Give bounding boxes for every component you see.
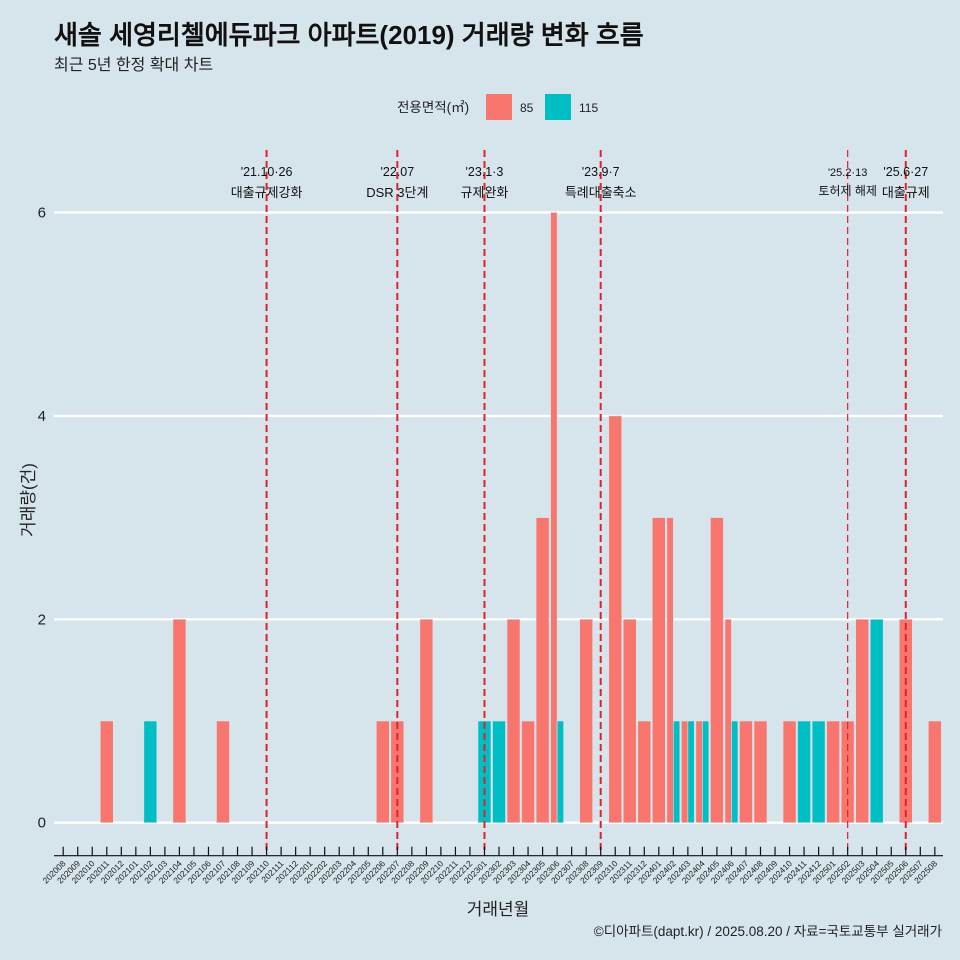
bar-85-202308 — [579, 618, 593, 823]
legend-label-85: 85 — [520, 101, 534, 115]
bar-115-202504 — [869, 618, 884, 823]
legend-label-115: 115 — [579, 101, 598, 115]
bar-85-202310 — [608, 415, 623, 823]
bar-85-202407 — [739, 720, 753, 823]
bars — [99, 212, 942, 824]
bar-85-202501 — [826, 720, 840, 823]
legend-swatch-115 — [545, 94, 571, 120]
bar-85-202304 — [521, 720, 535, 823]
bar-85-202401 — [652, 517, 666, 823]
bar-85-202303 — [506, 618, 521, 823]
bar-85-202209 — [419, 618, 434, 823]
y-tick-label: 2 — [38, 611, 46, 628]
annotation-label: 대출규제 — [882, 185, 930, 200]
annotation-date: '25.6·27 — [883, 165, 928, 179]
bar-85-202104 — [172, 618, 187, 823]
annotation-label: 토허제 해제 — [818, 184, 877, 198]
bar-85-202406 — [724, 618, 732, 823]
bar-115-202406 — [731, 720, 739, 823]
annotation-date: '23.1·3 — [466, 165, 504, 179]
bar-115-202102 — [143, 720, 158, 823]
y-tick-label: 6 — [38, 205, 46, 222]
y-tick-label: 0 — [38, 815, 46, 832]
annotation-date: '21.10·26 — [241, 165, 293, 179]
bar-85-202410 — [782, 720, 797, 823]
bar-85-202011 — [99, 720, 114, 823]
bar-85-202305 — [535, 517, 550, 823]
legend-swatch-85 — [486, 94, 512, 120]
bar-85-202107 — [216, 720, 230, 823]
legend: 전용면적(㎡) 85 115 — [397, 94, 598, 120]
bar-115-202403 — [687, 720, 695, 823]
annotation-date: '22.07 — [380, 165, 414, 179]
annotation-label: DSR 3단계 — [366, 185, 428, 200]
chart-subtitle: 최근 5년 한정 확대 차트 — [54, 56, 213, 74]
bar-85-202503 — [855, 618, 869, 823]
bar-85-202206 — [375, 720, 390, 823]
bar-115-202306 — [556, 720, 564, 823]
bar-115-202412 — [811, 720, 826, 823]
y-axis-ticks: 0 2 4 6 — [38, 205, 46, 832]
annotation-label: 규제완화 — [461, 185, 509, 200]
legend-title: 전용면적(㎡) — [397, 100, 469, 115]
bar-115-202302 — [492, 720, 506, 823]
bar-85-202312 — [637, 720, 652, 823]
bar-115-202402 — [673, 720, 681, 823]
y-tick-label: 4 — [38, 408, 46, 425]
chart-title: 새솔 세영리첼에듀파크 아파트(2019) 거래량 변화 흐름 — [54, 20, 644, 50]
bar-85-202306 — [550, 212, 558, 824]
x-axis-title: 거래년월 — [467, 900, 530, 919]
annotations: '21.10·26 대출규제강화 '22.07 DSR 3단계 '23.1·3 규제완화 '… — [231, 150, 930, 853]
bar-85-202408 — [753, 720, 768, 823]
annotation-date: '23.9·7 — [582, 165, 620, 179]
bar-85-202403 — [681, 720, 689, 823]
annotation-label: 대출규제강화 — [231, 185, 303, 200]
x-axis: 2020082020092020102020112020122021012021… — [40, 846, 943, 885]
bar-115-202404 — [702, 720, 710, 823]
annotation-label: 특례대출축소 — [565, 185, 637, 200]
bar-85-202508 — [928, 720, 942, 823]
y-axis-title: 거래량(건) — [19, 463, 38, 537]
bar-85-202404 — [695, 720, 703, 823]
bar-115-202411 — [797, 720, 811, 823]
annotation-date: '25.2·13 — [828, 167, 867, 179]
bar-85-202311 — [622, 618, 637, 823]
bar-85-202402 — [666, 517, 674, 823]
source-caption: ©디아파트(dapt.kr) / 2025.08.20 / 자료=국토교통부 실… — [594, 924, 942, 939]
bar-85-202405 — [710, 517, 724, 823]
